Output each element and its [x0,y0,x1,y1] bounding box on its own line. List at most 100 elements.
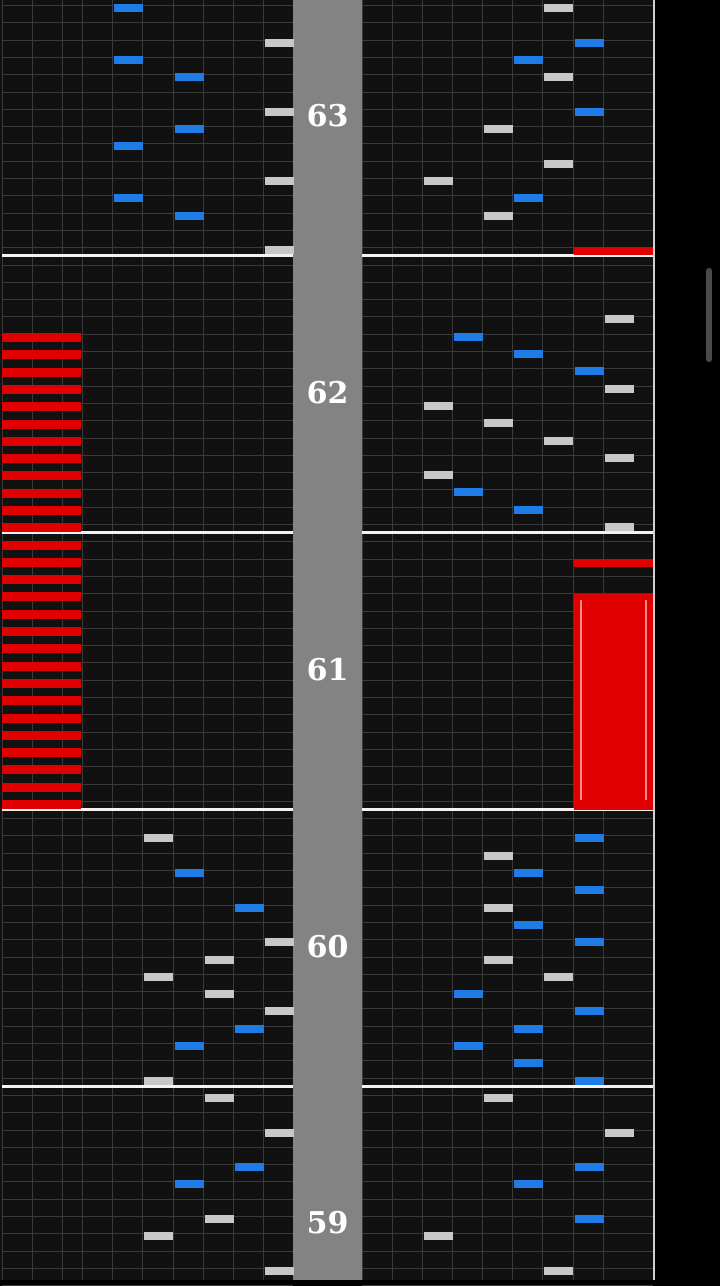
beat-line [362,1008,653,1009]
measure-bar [2,808,293,811]
beat-line [362,887,653,888]
blue-note [514,56,543,64]
white-note [144,834,173,842]
beat-line [2,905,293,906]
beat-line [362,334,653,335]
lane-line [422,0,423,1280]
lane-line [542,0,543,1280]
lane-line [203,0,204,1280]
white-note [265,108,294,116]
beat-line [2,887,293,888]
lane-line [233,0,234,1280]
beat-line [2,126,293,127]
beat-line [2,109,293,110]
lane-line [482,0,483,1280]
beat-line [2,455,293,456]
beat-line [2,386,293,387]
beat-line [2,662,293,663]
white-note [484,1094,513,1102]
beat-line [2,507,293,508]
scrollbar-thumb[interactable] [706,268,712,362]
beat-line [2,316,293,317]
lane-line [392,0,393,1280]
lane-line [2,0,3,1280]
red-note [2,333,81,342]
white-note [265,1129,294,1137]
beat-line [2,714,293,715]
white-note [424,177,453,185]
beat-line [2,403,293,404]
beat-line [2,195,293,196]
beat-line [362,593,653,594]
beat-line [2,1164,293,1165]
blue-note [175,1180,204,1188]
measure-bar [362,531,653,534]
measure-bar [362,1085,653,1088]
white-note [544,1267,573,1275]
white-note [484,212,513,220]
beat-line [362,507,653,508]
beat-line [362,939,653,940]
beat-line [362,74,653,75]
white-note [544,437,573,445]
beat-line [362,489,653,490]
beat-line [2,351,293,352]
beat-line [2,334,293,335]
red-note [2,748,81,757]
beat-line [2,784,293,785]
blue-note [235,904,264,912]
measure-bar [362,254,653,257]
measure-number-63: 63 [306,99,349,134]
white-note [544,160,573,168]
beat-line [362,749,653,750]
lane-line [512,0,513,1280]
red-note [2,541,81,550]
beat-line [362,662,653,663]
blue-note [175,212,204,220]
white-note [544,4,573,12]
red-note [2,610,81,619]
white-note [424,471,453,479]
blue-note [454,488,483,496]
beat-line [362,541,653,542]
beat-line [362,697,653,698]
blue-note [454,333,483,341]
beat-line [2,247,293,248]
beat-line [362,784,653,785]
white-note [265,938,294,946]
beat-line [2,265,293,266]
beat-line [2,628,293,629]
beat-line [2,1199,293,1200]
lane-line [142,0,143,1280]
beat-line [362,974,653,975]
red-long-note-right [574,594,653,810]
beat-line [2,299,293,300]
beat-line [2,645,293,646]
blue-note [514,1180,543,1188]
beat-line [2,957,293,958]
blue-note [575,367,604,375]
beat-line [2,213,293,214]
beat-line [2,1216,293,1217]
blue-note [235,1163,264,1171]
lane-line [362,0,363,1280]
blue-note [114,194,143,202]
beat-line [2,92,293,93]
blue-note [514,350,543,358]
blue-note [514,1059,543,1067]
beat-line [2,40,293,41]
beat-line [2,801,293,802]
beat-line [2,559,293,560]
red-note [2,402,81,411]
beat-line [362,1164,653,1165]
beat-line [362,299,653,300]
blue-note [454,990,483,998]
lane-line [82,0,83,1280]
beat-line [362,680,653,681]
blue-note [575,1007,604,1015]
blue-note [514,1025,543,1033]
beat-line [2,991,293,992]
white-note [424,1232,453,1240]
red-note [2,575,81,584]
